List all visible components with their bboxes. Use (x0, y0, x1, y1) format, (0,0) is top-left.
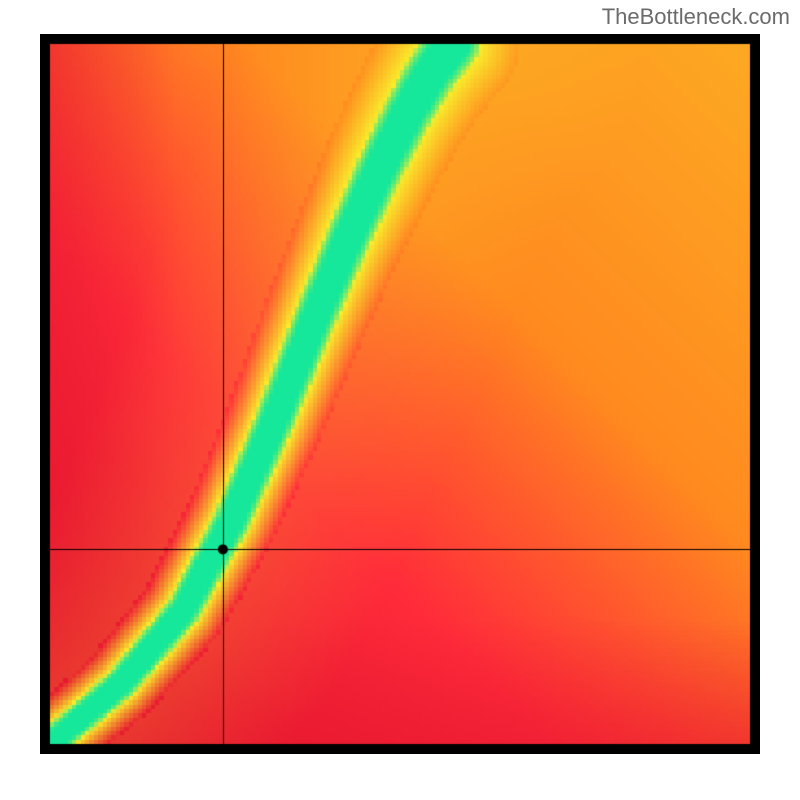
heatmap-plot-frame (40, 34, 760, 754)
watermark-text: TheBottleneck.com (602, 4, 790, 30)
heatmap-canvas (40, 34, 760, 754)
chart-container: TheBottleneck.com (0, 0, 800, 800)
